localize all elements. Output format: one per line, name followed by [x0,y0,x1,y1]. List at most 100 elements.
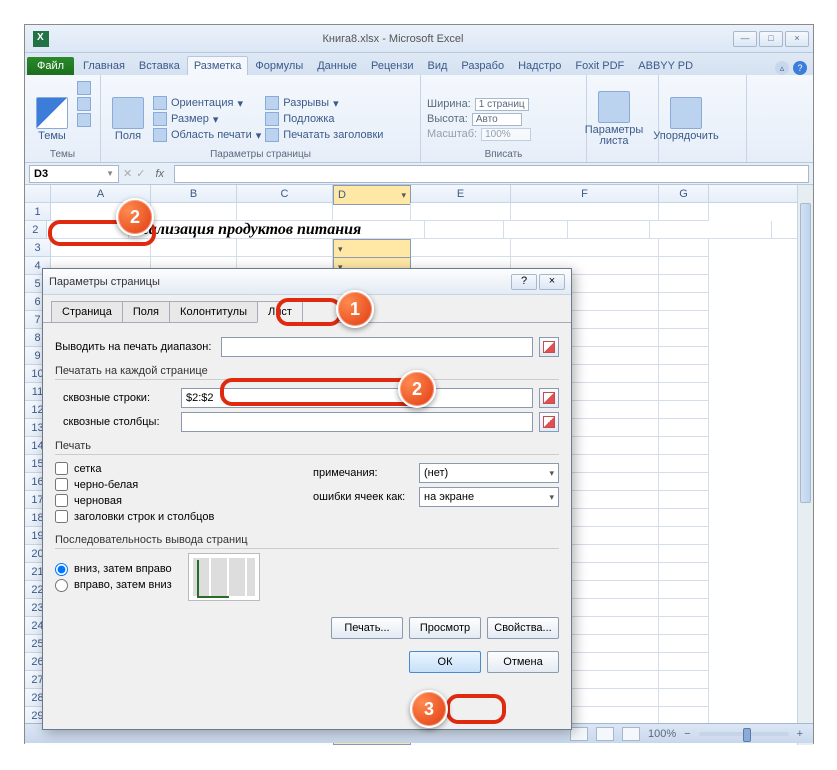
cell[interactable] [659,599,709,617]
cell[interactable] [411,203,511,221]
dlg-tab-page[interactable]: Страница [51,301,123,322]
view-break-button[interactable] [622,727,640,741]
cell[interactable] [411,239,511,257]
tab-insert[interactable]: Вставка [132,56,187,75]
size-button[interactable]: Размер ▾ [153,112,261,126]
zoom-slider[interactable] [699,732,789,736]
cell[interactable] [659,473,709,491]
row-header-3[interactable]: 3 [25,239,51,257]
cell[interactable] [659,563,709,581]
file-tab[interactable]: Файл [27,57,74,75]
minimize-ribbon-icon[interactable]: ▵ [775,61,789,75]
scrollbar-thumb[interactable] [800,203,811,503]
height-select[interactable]: Авто [472,113,522,126]
cell[interactable] [568,221,650,239]
cell[interactable] [425,221,504,239]
cell[interactable] [151,239,237,257]
col-header-D[interactable]: D [333,185,411,205]
sheet-options-button[interactable]: Параметры листа [593,77,635,161]
vertical-scrollbar[interactable] [797,185,813,745]
tab-data[interactable]: Данные [310,56,364,75]
dlg-tab-headers[interactable]: Колонтитулы [169,301,258,322]
cell[interactable] [659,455,709,473]
properties-button[interactable]: Свойства... [487,617,559,639]
tab-addins[interactable]: Надстро [511,56,568,75]
col-header-F[interactable]: F [511,185,659,202]
col-header-G[interactable]: G [659,185,709,202]
cell[interactable] [504,221,568,239]
breaks-button[interactable]: Разрывы ▾ [265,96,383,110]
maximize-button[interactable]: □ [759,31,783,47]
tab-layout[interactable]: Разметка [187,56,249,75]
tab-view[interactable]: Вид [421,56,455,75]
print-button[interactable]: Печать... [331,617,403,639]
chk-bw[interactable]: черно-белая [55,478,293,491]
cell[interactable] [659,329,709,347]
formula-bar[interactable] [174,165,809,183]
rows-input[interactable] [181,388,533,408]
help-icon[interactable]: ? [793,61,807,75]
title-cell[interactable]: Реализация продуктов питания [129,221,425,239]
effects-icon[interactable] [77,113,91,127]
cell[interactable] [659,365,709,383]
print-range-input[interactable] [221,337,533,357]
cell[interactable] [237,239,333,257]
cell[interactable] [659,671,709,689]
cell[interactable] [659,401,709,419]
tab-formulas[interactable]: Формулы [248,56,310,75]
radio-down-right[interactable]: вниз, затем вправо [55,563,172,576]
zoom-out-button[interactable]: − [684,728,690,740]
cell[interactable] [659,653,709,671]
colors-icon[interactable] [77,81,91,95]
name-box[interactable]: D3▼ [29,165,119,183]
cell[interactable] [659,491,709,509]
cell[interactable] [659,617,709,635]
cell[interactable] [650,221,772,239]
cell[interactable] [511,203,659,221]
cancel-icon[interactable]: ✕ [123,167,132,180]
view-layout-button[interactable] [596,727,614,741]
cell[interactable] [659,203,709,221]
row-header-2[interactable]: 2 [25,221,47,239]
cols-select-button[interactable] [539,412,559,432]
preview-button[interactable]: Просмотр [409,617,481,639]
fonts-icon[interactable] [77,97,91,111]
print-range-select-button[interactable] [539,337,559,357]
zoom-in-button[interactable]: + [797,728,803,740]
cell[interactable] [659,509,709,527]
chk-headings[interactable]: заголовки строк и столбцов [55,510,293,523]
errors-select[interactable]: на экране [419,487,559,507]
col-header-C[interactable]: C [237,185,333,202]
cell[interactable] [659,635,709,653]
cancel-button[interactable]: Отмена [487,651,559,673]
cell[interactable] [511,239,659,257]
close-button[interactable]: × [785,31,809,47]
ok-button[interactable]: ОК [409,651,481,673]
cell[interactable] [659,689,709,707]
print-titles-button[interactable]: Печатать заголовки [265,128,383,142]
cell[interactable] [659,437,709,455]
chk-draft[interactable]: черновая [55,494,293,507]
orientation-button[interactable]: Ориентация ▾ [153,96,261,110]
enter-icon[interactable]: ✓ [136,167,145,180]
notes-select[interactable]: (нет) [419,463,559,483]
cell[interactable] [659,545,709,563]
col-header-E[interactable]: E [411,185,511,202]
dlg-tab-sheet[interactable]: Лист [257,301,303,323]
tab-review[interactable]: Рецензи [364,56,421,75]
cell[interactable] [333,203,411,221]
background-button[interactable]: Подложка [265,112,383,126]
tab-developer[interactable]: Разрабо [454,56,511,75]
col-header-B[interactable]: B [151,185,237,202]
arrange-button[interactable]: Упорядочить [665,77,707,161]
cell[interactable] [659,527,709,545]
rows-select-button[interactable] [539,388,559,408]
dialog-close-button[interactable]: × [539,274,565,290]
cols-input[interactable] [181,412,533,432]
fx-icon[interactable]: fx [155,168,164,180]
tab-home[interactable]: Главная [76,56,132,75]
cell[interactable] [659,419,709,437]
cell[interactable] [659,383,709,401]
select-all-corner[interactable] [25,185,51,202]
radio-right-down[interactable]: вправо, затем вниз [55,579,172,592]
